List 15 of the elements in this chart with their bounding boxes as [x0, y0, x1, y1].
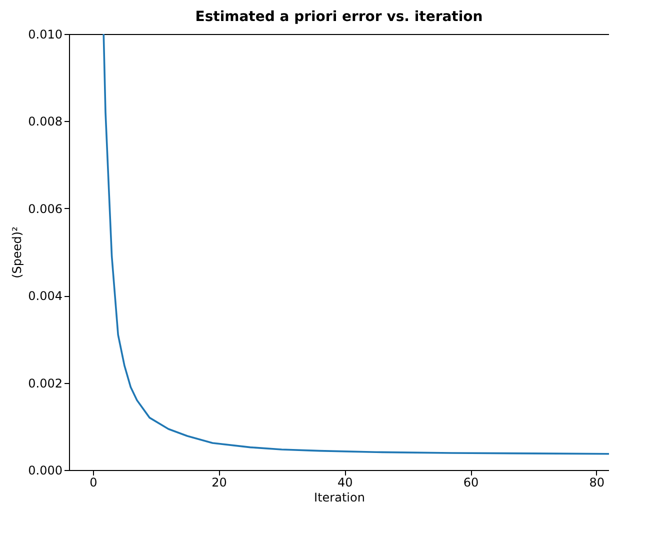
x-axis-title: Iteration [314, 490, 365, 504]
y-tick-label: 0.006 [28, 202, 62, 216]
line-series [102, 34, 609, 455]
x-tick-label: 60 [463, 476, 479, 490]
x-tick-label: 0 [90, 476, 98, 490]
x-tick-label: 80 [589, 476, 605, 490]
chart-title: Estimated a priori error vs. iteration [195, 9, 483, 25]
y-tick-label: 0.000 [28, 464, 62, 478]
y-tick-label: 0.010 [28, 28, 62, 42]
y-tick-label: 0.004 [28, 289, 62, 304]
x-tick-label: 40 [338, 476, 353, 490]
y-axis-title: (Speed)² [10, 226, 24, 278]
y-tick-label: 0.008 [28, 114, 62, 129]
y-tick-label: 0.002 [28, 376, 62, 390]
x-tick-label: 20 [212, 476, 227, 490]
